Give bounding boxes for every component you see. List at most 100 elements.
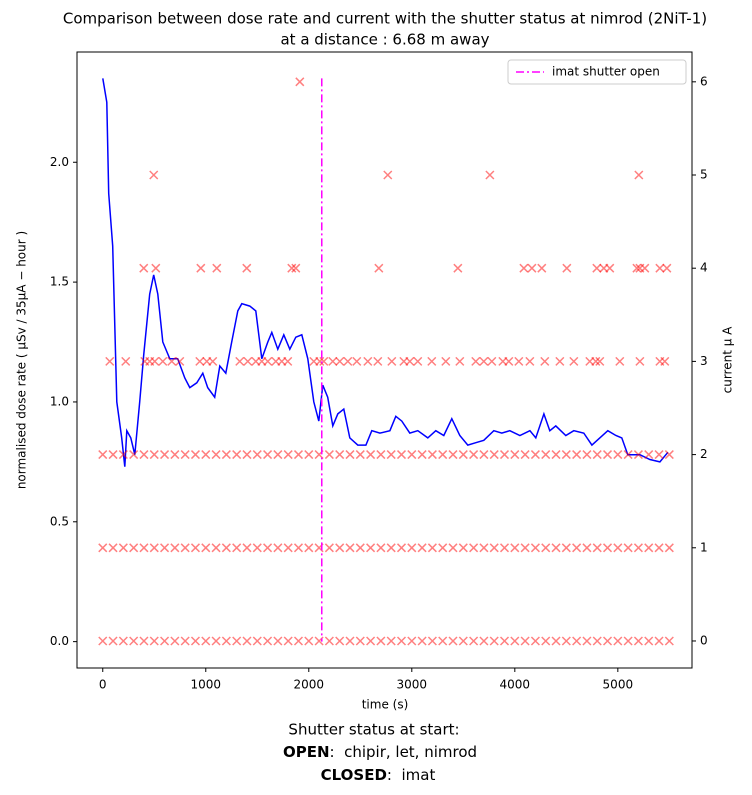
current-marker	[324, 543, 334, 553]
current-marker	[640, 263, 650, 273]
current-marker	[530, 450, 540, 460]
current-marker	[139, 636, 149, 646]
current-marker	[252, 543, 262, 553]
current-marker	[479, 356, 489, 366]
current-marker	[129, 636, 139, 646]
current-marker	[319, 356, 329, 366]
x-tick-label: 4000	[500, 678, 531, 692]
y2-tick-label: 4	[700, 261, 708, 275]
current-marker	[615, 356, 625, 366]
current-marker	[654, 450, 664, 460]
current-marker	[211, 543, 221, 553]
current-marker	[180, 636, 190, 646]
current-marker	[520, 450, 530, 460]
current-marker	[149, 543, 159, 553]
current-marker	[644, 450, 654, 460]
current-marker	[201, 450, 211, 460]
current-marker	[221, 543, 231, 553]
current-marker	[376, 450, 386, 460]
current-marker	[335, 356, 345, 366]
current-marker	[98, 543, 108, 553]
current-marker	[196, 263, 206, 273]
current-marker	[108, 543, 118, 553]
current-marker	[662, 263, 672, 273]
closed-text: : imat	[387, 766, 436, 784]
current-marker	[252, 636, 262, 646]
current-marker	[396, 543, 407, 553]
current-marker	[458, 450, 468, 460]
current-marker	[139, 450, 149, 460]
current-marker	[605, 263, 615, 273]
annotation-heading: Shutter status at start:	[288, 721, 459, 739]
current-marker	[623, 543, 633, 553]
current-marker	[582, 636, 592, 646]
current-marker	[479, 543, 489, 553]
current-marker	[355, 543, 365, 553]
current-marker	[108, 450, 118, 460]
current-marker	[170, 636, 180, 646]
current-marker	[633, 450, 643, 460]
x-tick-label: 2000	[294, 678, 325, 692]
y2-tick-label: 5	[700, 168, 708, 182]
current-marker	[551, 636, 561, 646]
current-marker	[343, 356, 353, 366]
current-marker	[273, 450, 283, 460]
current-marker	[383, 170, 393, 180]
current-marker	[448, 450, 458, 460]
current-marker	[139, 263, 149, 273]
current-marker	[190, 543, 200, 553]
current-marker	[314, 636, 324, 646]
current-marker	[427, 636, 437, 646]
current-marker	[510, 543, 520, 553]
current-marker	[469, 543, 479, 553]
y2-axis-label: current μ A	[721, 326, 735, 394]
current-marker	[149, 170, 159, 180]
current-marker	[160, 450, 170, 460]
plot-frame	[76, 51, 693, 669]
current-marker	[485, 170, 495, 180]
current-marker	[376, 636, 386, 646]
current-marker	[591, 356, 601, 366]
current-marker	[458, 543, 468, 553]
current-marker	[453, 263, 463, 273]
current-marker	[263, 356, 273, 366]
current-marker	[324, 636, 334, 646]
x-tick-label: 0	[99, 678, 107, 692]
current-marker	[242, 543, 252, 553]
current-marker	[374, 263, 384, 273]
current-marker	[232, 636, 242, 646]
current-marker	[551, 450, 561, 460]
current-marker	[489, 450, 499, 460]
current-marker	[489, 543, 499, 553]
current-marker	[654, 636, 664, 646]
current-marker	[105, 356, 115, 366]
current-marker	[273, 636, 283, 646]
current-marker	[561, 543, 571, 553]
y-tick-label: 2.0	[50, 155, 69, 169]
current-marker	[201, 636, 211, 646]
current-marker	[158, 356, 168, 366]
current-marker	[448, 543, 458, 553]
chart-subtitle: at a distance : 6.68 m away	[280, 31, 489, 49]
current-marker	[514, 356, 524, 366]
current-marker	[304, 450, 314, 460]
x-tick-label: 1000	[190, 678, 221, 692]
chart-title: Comparison between dose rate and current…	[63, 10, 707, 28]
current-marker	[592, 263, 602, 273]
current-marker	[595, 356, 605, 366]
current-marker	[232, 543, 242, 553]
current-marker	[541, 636, 551, 646]
current-marker	[386, 450, 396, 460]
current-marker	[190, 450, 200, 460]
current-marker	[613, 450, 623, 460]
current-marker	[655, 263, 665, 273]
current-marker	[118, 543, 128, 553]
current-marker	[235, 356, 245, 366]
current-marker	[221, 450, 231, 460]
current-marker	[417, 636, 427, 646]
current-marker	[441, 356, 451, 366]
current-marker	[118, 450, 128, 460]
current-marker	[633, 543, 643, 553]
open-text: : chipir, let, nimrod	[330, 743, 478, 761]
current-marker	[293, 636, 304, 646]
